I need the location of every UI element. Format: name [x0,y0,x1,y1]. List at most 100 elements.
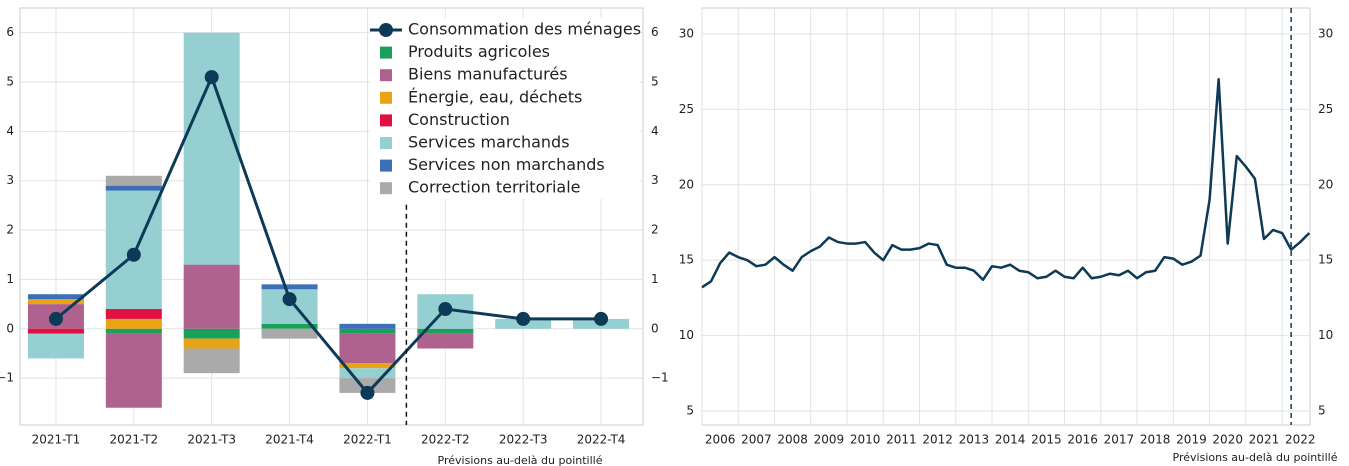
y-tick-label: 4 [6,124,14,138]
legend-swatch [380,114,392,127]
bar-segment [339,323,396,329]
y2-tick-label: 30 [1318,26,1333,40]
bar-segment [417,333,474,349]
legend-swatch [380,46,392,59]
y2-tick-label: 5 [1318,403,1326,417]
bar-segment [261,284,318,290]
line [54,72,602,396]
bar-segment [339,333,396,364]
x-tick-label: 2019 [1176,433,1207,447]
bar-segment [27,294,84,300]
legend-marker [379,23,393,37]
y2-tick-label: 0 [651,321,659,335]
bar-segment [183,328,240,339]
legend-label: Construction [408,110,510,129]
legend-swatch [380,91,392,104]
x-tick-label: 2013 [959,433,990,447]
y-tick-label: 30 [679,26,694,40]
x-tick-label: 2022-T4 [577,433,626,447]
legend-swatch [380,182,392,195]
y-tick-label: 5 [686,403,694,417]
line-marker [126,247,141,262]
legend-label: Correction territoriale [408,178,580,197]
bar-segment [27,299,84,305]
y2-tick-label: 2 [651,223,659,237]
annotation: Prévisions au-delà du pointillé [1173,451,1338,464]
bar-segment [183,264,240,329]
line-marker [438,302,453,317]
bar-segment [183,32,240,265]
y2-tick-label: 4 [651,124,659,138]
line-marker [204,70,219,85]
y-tick-label: 2 [6,223,14,237]
y-tick-label: 15 [679,253,694,267]
bar-segment [105,175,162,186]
y-tick-label: −1 [0,371,14,385]
bar-segment [105,328,162,334]
x-tick-label: 2021-T4 [265,433,314,447]
line-marker [594,311,609,326]
legend-label: Services non marchands [408,155,605,174]
bar-segment [27,333,84,359]
y-tick-label: 3 [6,173,14,187]
y-tick-label: 1 [6,272,14,286]
y-tick-label: 10 [679,328,694,342]
legend-swatch [380,159,392,172]
x-tick-label: 2014 [995,433,1026,447]
bar-segment [339,328,396,334]
x-tick-label: 2022-T3 [499,433,548,447]
x-tick-label: 2010 [850,433,881,447]
x-tick-label: 2021-T1 [32,433,81,447]
x-tick-label: 2020 [1212,433,1243,447]
y-tick-label: 20 [679,177,694,191]
y2-tick-label: 1 [651,272,659,286]
y2-tick-label: 3 [651,173,659,187]
line-marker [360,385,375,400]
bar-segment [339,363,396,369]
x-tick-label: 2006 [705,433,736,447]
y2-tick-label: 5 [651,75,659,89]
bar-segment [105,333,162,408]
x-tick-label: 2022 [1285,433,1316,447]
line [701,77,1311,289]
legend-label: Services marchands [408,133,570,152]
y2-tick-label: 20 [1318,177,1333,191]
x-tick-label: 2021 [1249,433,1280,447]
x-tick-label: 2008 [777,433,808,447]
x-tick-label: 2016 [1067,433,1098,447]
line-marker [48,311,63,326]
line-marker [282,292,297,307]
bar-segment [417,328,474,334]
bar-segment [183,348,240,374]
x-tick-label: 2022-T1 [343,433,392,447]
legend-swatch [380,137,392,149]
legend-box [370,18,640,199]
y-tick-label: 0 [6,321,14,335]
x-tick-label: 2011 [886,433,917,447]
legend: Consommation des ménages Produits agricol… [370,18,641,199]
x-tick-label: 2018 [1140,433,1171,447]
x-tick-label: 2015 [1031,433,1062,447]
bar-segment [105,309,162,319]
bar-segment [261,328,318,339]
legend-label: Consommation des ménages [408,20,641,39]
y-tick-label: 6 [6,25,14,39]
legend-label: Biens manufacturés [408,65,568,84]
y-tick-label: 5 [6,75,14,89]
legend-label: Produits agricoles [408,42,550,61]
y2-tick-label: −1 [651,371,669,385]
y2-tick-label: 10 [1318,328,1333,342]
bar-segment [339,378,396,393]
y2-tick-label: 15 [1318,253,1333,267]
plot-frame [701,7,1311,426]
y2-tick-label: 25 [1318,102,1333,116]
annotation: Prévisions au-delà du pointillé [438,454,603,466]
x-tick-label: 2007 [741,433,772,447]
x-tick-label: 2022-T2 [421,433,470,447]
bar-segment [27,328,84,334]
bar-segment [105,318,162,329]
x-tick-label: 2021-T3 [187,433,236,447]
x-tick-label: 2009 [814,433,845,447]
x-tick-label: 2017 [1104,433,1135,447]
